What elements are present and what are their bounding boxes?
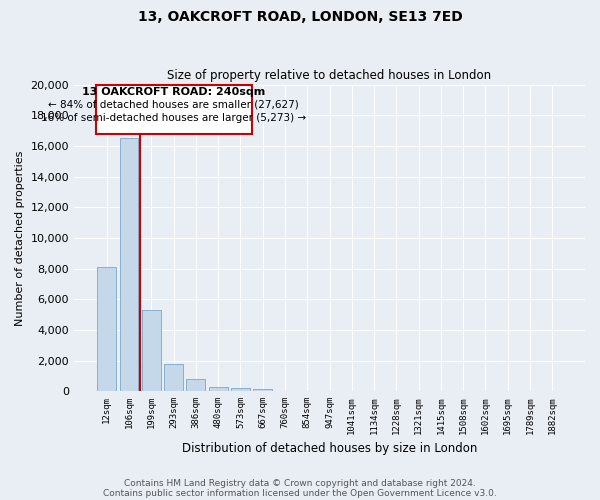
Bar <box>187 379 205 391</box>
Bar <box>164 364 183 391</box>
Text: Contains public sector information licensed under the Open Government Licence v3: Contains public sector information licen… <box>103 488 497 498</box>
X-axis label: Distribution of detached houses by size in London: Distribution of detached houses by size … <box>182 442 477 455</box>
Text: Contains HM Land Registry data © Crown copyright and database right 2024.: Contains HM Land Registry data © Crown c… <box>124 478 476 488</box>
Bar <box>231 388 250 391</box>
Bar <box>253 389 272 391</box>
Text: 13, OAKCROFT ROAD, LONDON, SE13 7ED: 13, OAKCROFT ROAD, LONDON, SE13 7ED <box>137 10 463 24</box>
Bar <box>95 84 251 134</box>
Bar <box>97 267 116 391</box>
Bar <box>209 386 227 391</box>
Text: 13 OAKCROFT ROAD: 240sqm: 13 OAKCROFT ROAD: 240sqm <box>82 87 265 97</box>
Text: 16% of semi-detached houses are larger (5,273) →: 16% of semi-detached houses are larger (… <box>41 114 306 124</box>
Text: ← 84% of detached houses are smaller (27,627): ← 84% of detached houses are smaller (27… <box>48 100 299 110</box>
Y-axis label: Number of detached properties: Number of detached properties <box>15 150 25 326</box>
Bar <box>142 310 161 391</box>
Bar <box>119 138 139 391</box>
Title: Size of property relative to detached houses in London: Size of property relative to detached ho… <box>167 69 491 82</box>
